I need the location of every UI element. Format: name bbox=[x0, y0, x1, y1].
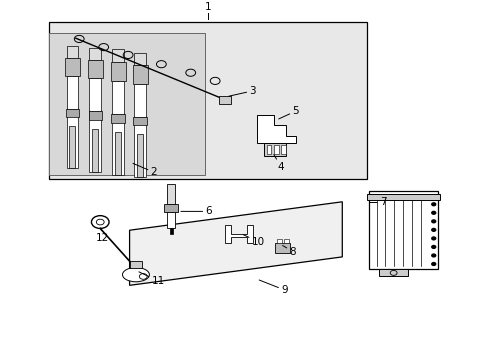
Bar bbox=[167, 212, 175, 229]
Circle shape bbox=[431, 254, 435, 257]
Bar bbox=[115, 131, 121, 175]
Bar bbox=[366, 194, 439, 200]
Bar bbox=[66, 108, 78, 168]
Circle shape bbox=[431, 229, 435, 231]
Text: 10: 10 bbox=[243, 235, 264, 247]
Bar bbox=[49, 22, 366, 179]
Bar bbox=[111, 114, 125, 123]
Text: 6: 6 bbox=[181, 206, 212, 216]
Bar bbox=[130, 261, 142, 268]
Bar bbox=[167, 184, 175, 203]
Text: 12: 12 bbox=[95, 228, 108, 243]
Circle shape bbox=[431, 203, 435, 206]
Polygon shape bbox=[129, 202, 342, 285]
Ellipse shape bbox=[122, 267, 149, 282]
Text: 9: 9 bbox=[259, 280, 287, 295]
Bar bbox=[219, 96, 230, 104]
Text: 2: 2 bbox=[133, 163, 157, 177]
Bar bbox=[66, 46, 78, 58]
Text: 7: 7 bbox=[369, 198, 386, 207]
Text: 8: 8 bbox=[282, 246, 296, 257]
Bar bbox=[169, 229, 172, 234]
Circle shape bbox=[431, 246, 435, 248]
Bar bbox=[368, 191, 437, 269]
Bar bbox=[133, 117, 147, 125]
Bar bbox=[65, 109, 79, 117]
Bar bbox=[132, 65, 148, 84]
Bar bbox=[378, 269, 407, 276]
Bar bbox=[284, 239, 288, 243]
Circle shape bbox=[431, 237, 435, 240]
Bar bbox=[273, 145, 278, 154]
Bar bbox=[64, 58, 80, 76]
Bar bbox=[92, 129, 98, 172]
Text: 5: 5 bbox=[278, 106, 299, 119]
Bar bbox=[66, 76, 78, 109]
Bar bbox=[49, 33, 205, 175]
Text: 1: 1 bbox=[204, 1, 211, 12]
Bar bbox=[112, 113, 124, 175]
Bar bbox=[266, 145, 271, 154]
Bar bbox=[134, 84, 146, 117]
Bar bbox=[89, 78, 101, 112]
Bar bbox=[137, 134, 143, 177]
Bar bbox=[89, 48, 101, 60]
Bar bbox=[275, 243, 289, 253]
Bar bbox=[164, 203, 178, 212]
Bar bbox=[87, 60, 103, 78]
Text: 11: 11 bbox=[139, 272, 164, 286]
Bar bbox=[110, 62, 126, 81]
Polygon shape bbox=[224, 225, 252, 243]
Bar bbox=[134, 116, 146, 177]
Bar bbox=[89, 110, 101, 172]
Text: 4: 4 bbox=[273, 154, 284, 172]
Bar bbox=[88, 112, 102, 120]
Bar bbox=[112, 81, 124, 114]
Text: 3: 3 bbox=[228, 86, 256, 96]
Circle shape bbox=[431, 262, 435, 265]
Polygon shape bbox=[256, 115, 295, 143]
Circle shape bbox=[431, 220, 435, 223]
Bar bbox=[134, 53, 146, 65]
Bar bbox=[69, 126, 75, 168]
Bar bbox=[264, 143, 285, 156]
Circle shape bbox=[431, 211, 435, 214]
Bar bbox=[112, 49, 124, 62]
Bar bbox=[281, 145, 285, 154]
Bar bbox=[277, 239, 282, 243]
